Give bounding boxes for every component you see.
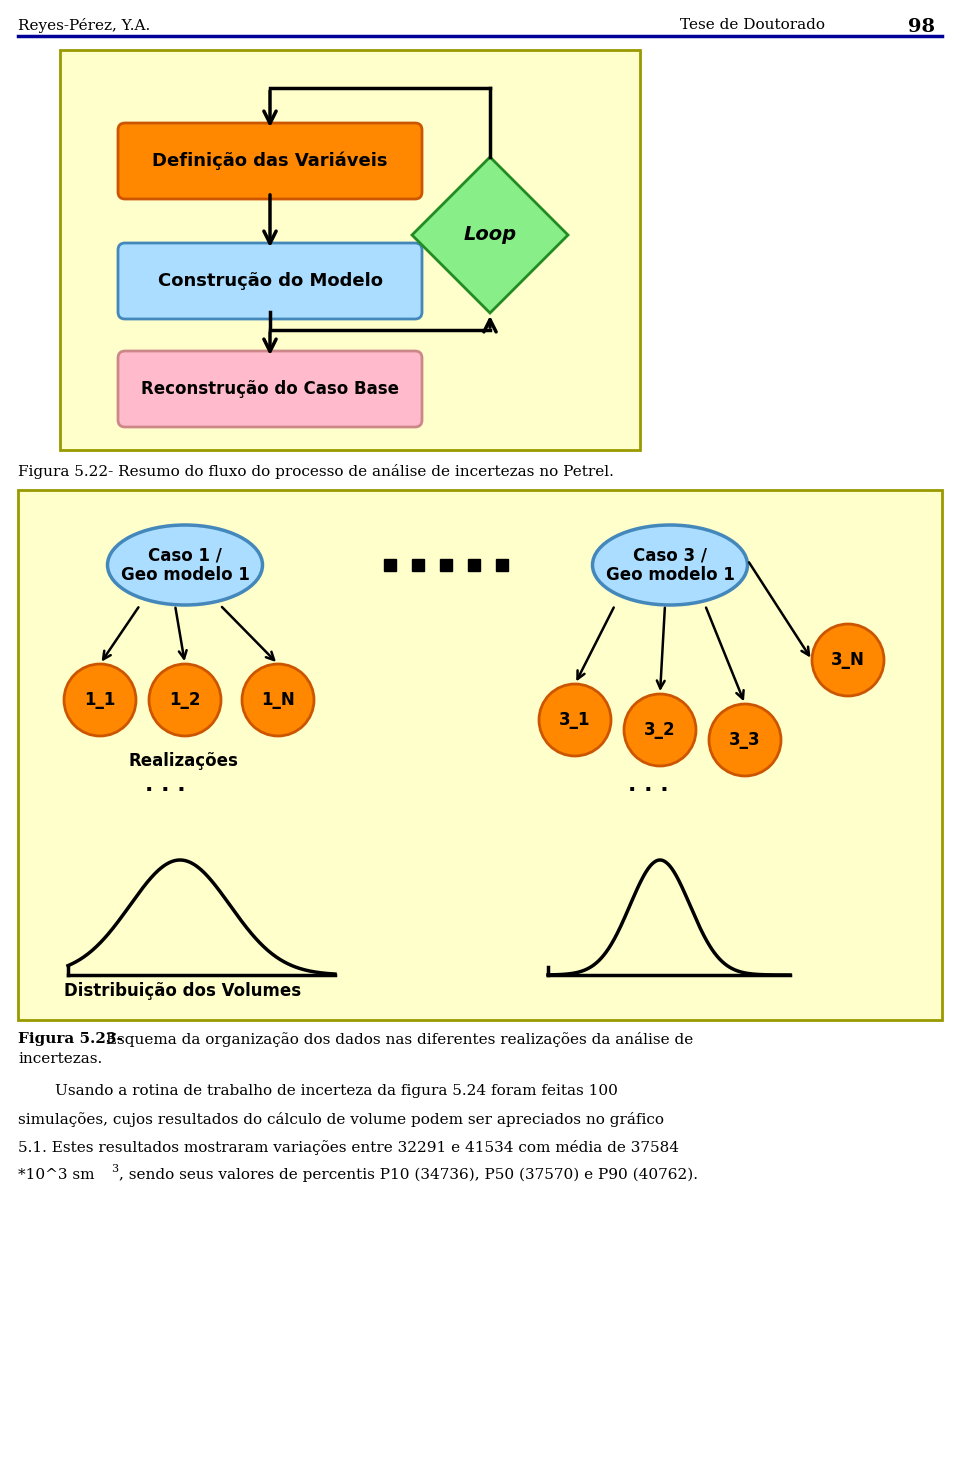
Text: Loop: Loop <box>464 226 516 245</box>
Text: 3_N: 3_N <box>831 651 865 668</box>
Text: 3: 3 <box>111 1164 118 1174</box>
FancyBboxPatch shape <box>60 50 640 450</box>
Text: 1_N: 1_N <box>261 690 295 710</box>
Text: Tese de Doutorado: Tese de Doutorado <box>680 18 825 32</box>
Text: 1_2: 1_2 <box>169 690 201 710</box>
Text: Construção do Modelo: Construção do Modelo <box>157 273 382 290</box>
Text: Figura 5.23-: Figura 5.23- <box>18 1032 123 1047</box>
Text: 3_2: 3_2 <box>644 721 676 739</box>
FancyBboxPatch shape <box>118 243 422 320</box>
Circle shape <box>709 704 781 776</box>
Text: simulações, cujos resultados do cálculo de volume podem ser apreciados no gráfic: simulações, cujos resultados do cálculo … <box>18 1113 664 1127</box>
Text: Esquema da organização dos dados nas diferentes realizações da análise de: Esquema da organização dos dados nas dif… <box>101 1032 693 1047</box>
Text: incertezas.: incertezas. <box>18 1053 103 1066</box>
Circle shape <box>149 664 221 736</box>
Text: Reconstrução do Caso Base: Reconstrução do Caso Base <box>141 380 399 397</box>
Text: 98: 98 <box>908 18 935 37</box>
Text: Reyes-Pérez, Y.A.: Reyes-Pérez, Y.A. <box>18 18 151 34</box>
Text: Geo modelo 1: Geo modelo 1 <box>606 566 734 583</box>
Polygon shape <box>412 157 568 314</box>
Text: Realizações: Realizações <box>128 752 238 770</box>
Text: . . .: . . . <box>145 776 185 795</box>
Text: 5.1. Estes resultados mostraram variações entre 32291 e 41534 com média de 37584: 5.1. Estes resultados mostraram variaçõe… <box>18 1141 679 1155</box>
Text: 1_1: 1_1 <box>84 690 116 710</box>
Circle shape <box>64 664 136 736</box>
Text: Distribuição dos Volumes: Distribuição dos Volumes <box>64 982 301 1000</box>
Text: *10^3 sm: *10^3 sm <box>18 1168 94 1182</box>
Text: Caso 3 /: Caso 3 / <box>633 545 707 564</box>
Text: Figura 5.22- Resumo do fluxo do processo de análise de incertezas no Petrel.: Figura 5.22- Resumo do fluxo do processo… <box>18 465 613 479</box>
Circle shape <box>812 625 884 696</box>
Text: 3_3: 3_3 <box>730 732 761 749</box>
FancyBboxPatch shape <box>118 350 422 427</box>
Text: 3_1: 3_1 <box>560 711 590 729</box>
Circle shape <box>539 685 611 756</box>
Ellipse shape <box>592 525 748 605</box>
Circle shape <box>624 693 696 767</box>
Text: Geo modelo 1: Geo modelo 1 <box>121 566 250 583</box>
FancyBboxPatch shape <box>18 490 942 1020</box>
Text: Definição das Variáveis: Definição das Variáveis <box>153 152 388 170</box>
Text: Caso 1 /: Caso 1 / <box>148 545 222 564</box>
FancyBboxPatch shape <box>118 123 422 199</box>
Text: , sendo seus valores de percentis P10 (34736), P50 (37570) e P90 (40762).: , sendo seus valores de percentis P10 (3… <box>119 1168 698 1183</box>
Text: Usando a rotina de trabalho de incerteza da figura 5.24 foram feitas 100: Usando a rotina de trabalho de incerteza… <box>55 1083 618 1098</box>
Circle shape <box>242 664 314 736</box>
Ellipse shape <box>108 525 262 605</box>
Text: . . .: . . . <box>628 776 668 795</box>
